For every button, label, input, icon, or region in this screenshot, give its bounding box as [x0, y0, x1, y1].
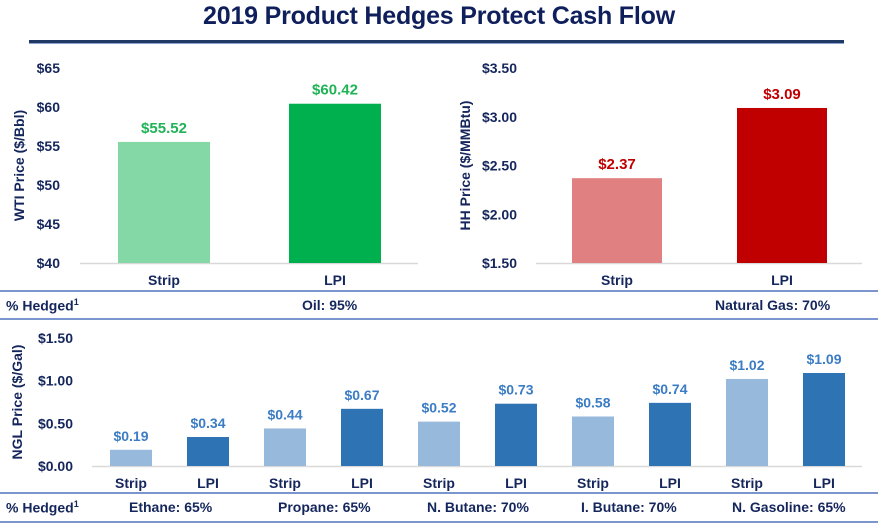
ngl-category-label: Strip [731, 475, 763, 491]
divider-top-hedged [0, 290, 878, 292]
propane-hedged: Propane: 65% [278, 499, 371, 515]
ngl-category-label: Strip [577, 475, 609, 491]
i-butane-hedged: I. Butane: 70% [581, 499, 677, 515]
ngl-ytick-label: $1.50 [38, 330, 73, 346]
oil-ytick-label: $50 [37, 177, 61, 193]
gas-hedged: Natural Gas: 70% [715, 297, 831, 313]
gas-y-axis-title: HH Price ($/MMBtu) [457, 101, 473, 231]
oil-hedged: Oil: 95% [302, 297, 358, 313]
gas-ytick-label: $2.00 [482, 206, 517, 222]
oil-bar-strip [118, 141, 210, 263]
ngl-category-label: Strip [115, 475, 147, 491]
ngl-value-label: $0.19 [113, 428, 148, 444]
gas-bar-lpi [737, 107, 827, 263]
ngl-bar-lpi [495, 403, 537, 466]
ngl-value-label: $1.02 [729, 357, 764, 373]
gas-ytick-label: $2.50 [482, 158, 517, 174]
hedged-label-text: % Hedged [6, 297, 74, 314]
ngl-ytick-label: $0.00 [38, 458, 73, 474]
gas-ytick-label: $3.00 [482, 109, 517, 125]
gas-bar-strip [572, 178, 662, 263]
ngl-category-label: LPI [813, 475, 835, 491]
ngl-value-label: $0.58 [575, 395, 610, 411]
gas-ytick-label: $1.50 [482, 255, 517, 271]
ngl-bar-strip [418, 421, 460, 466]
oil-value-label: $55.52 [141, 120, 187, 137]
ngl-ytick-label: $0.50 [38, 415, 73, 431]
ngl-value-label: $0.73 [498, 382, 533, 398]
ngl-bar-strip [110, 449, 152, 466]
n-butane-hedged: N. Butane: 70% [427, 499, 529, 515]
oil-ytick-label: $65 [37, 60, 61, 76]
ngl-category-label: LPI [505, 475, 527, 491]
ngl-category-label: Strip [269, 475, 301, 491]
oil-ytick-label: $40 [37, 255, 61, 271]
divider-top-ngl-hedged [0, 492, 878, 494]
ngl-value-label: $0.67 [344, 387, 379, 403]
ngl-bar-strip [726, 378, 768, 466]
gas-category-label: Strip [601, 272, 633, 288]
ngl-bar-strip [264, 428, 306, 466]
oil-category-label: Strip [148, 272, 180, 288]
ngl-value-label: $0.52 [421, 400, 456, 416]
ngl-value-label: $1.09 [806, 351, 841, 367]
hedged-label-ngl: % Hedged1 [6, 499, 79, 516]
ngl-ytick-label: $1.00 [38, 373, 73, 389]
gas-ytick-label: $3.50 [482, 60, 517, 76]
ngl-category-label: LPI [351, 475, 373, 491]
ethane-hedged: Ethane: 65% [129, 499, 213, 515]
footnote-marker: 1 [73, 297, 79, 307]
ngl-category-label: LPI [197, 475, 219, 491]
oil-bar-lpi [289, 103, 381, 263]
ngl-bar-lpi [187, 436, 229, 466]
ngl-bar-strip [572, 416, 614, 466]
ngl-bar-lpi [803, 372, 845, 466]
page-title: 2019 Product Hedges Protect Cash Flow [203, 2, 675, 30]
gas-value-label: $2.37 [598, 156, 636, 173]
ngl-category-label: LPI [659, 475, 681, 491]
oil-ytick-label: $45 [37, 216, 61, 232]
ngl-bar-lpi [341, 408, 383, 466]
divider-bottom-hedged [0, 318, 878, 320]
oil-y-axis-title: WTI Price ($/Bbl) [11, 110, 27, 221]
title-underline [29, 40, 844, 44]
gas-category-label: LPI [771, 272, 793, 288]
ngl-value-label: $0.74 [652, 381, 687, 397]
ngl-y-axis-title: NGL Price ($/Gal) [9, 345, 25, 460]
oil-value-label: $60.42 [312, 82, 358, 99]
gas-value-label: $3.09 [763, 86, 801, 103]
oil-ytick-label: $55 [37, 138, 61, 154]
hedged-label-text: % Hedged [6, 499, 74, 516]
ngl-bar-lpi [649, 402, 691, 466]
ngl-value-label: $0.44 [267, 406, 302, 422]
divider-bottom-ngl-hedged [0, 521, 878, 523]
ngl-category-label: Strip [423, 475, 455, 491]
footnote-marker: 1 [73, 499, 79, 509]
hedged-label-top: % Hedged1 [6, 297, 79, 314]
n-gasoline-hedged: N. Gasoline: 65% [732, 499, 846, 515]
oil-category-label: LPI [324, 272, 346, 288]
oil-ytick-label: $60 [37, 99, 61, 115]
ngl-value-label: $0.34 [190, 415, 225, 431]
